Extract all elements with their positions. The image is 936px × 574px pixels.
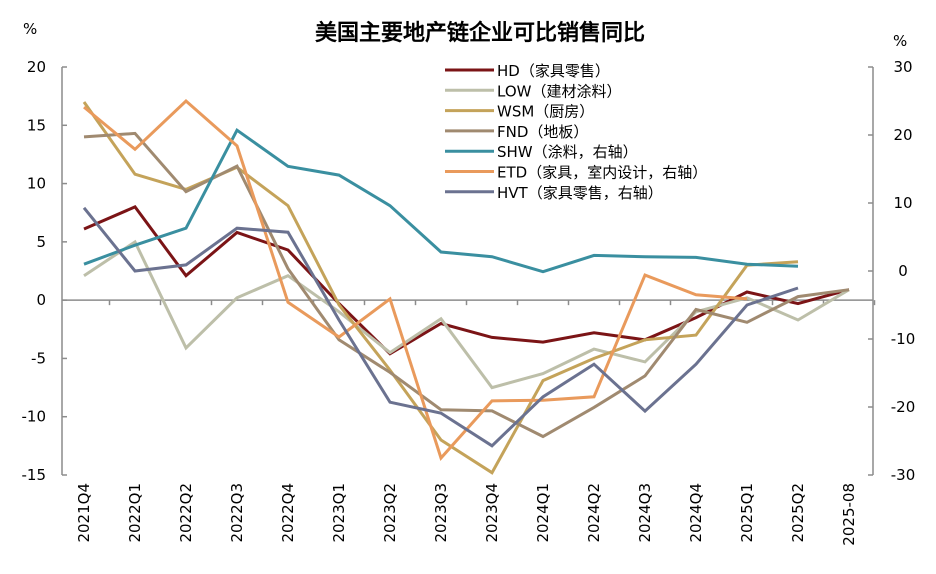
series-line-wsm bbox=[82, 101, 799, 475]
legend-label: LOW（建材涂料） bbox=[497, 82, 621, 100]
left-tick-label: 5 bbox=[36, 233, 46, 251]
x-tick-label: 2022Q2 bbox=[177, 483, 195, 543]
x-tick-label: 2023Q3 bbox=[432, 483, 450, 543]
left-tick-label: 0 bbox=[36, 291, 46, 309]
left-tick-label: 10 bbox=[27, 175, 46, 193]
x-tick-label: 2022Q1 bbox=[126, 483, 144, 543]
x-tick-label: 2024Q4 bbox=[687, 483, 705, 543]
legend-label: FND（地板） bbox=[497, 123, 588, 141]
x-tick-label: 2025Q2 bbox=[789, 483, 807, 543]
x-tick-label: 2022Q3 bbox=[228, 483, 246, 543]
right-tick-label: -30 bbox=[891, 466, 916, 484]
right-tick-label: -20 bbox=[891, 398, 916, 416]
x-tick-label: 2025-08 bbox=[840, 483, 858, 546]
x-tick-label: 2024Q2 bbox=[585, 483, 603, 543]
left-axis-unit: % bbox=[23, 20, 37, 38]
chart-title: 美国主要地产链企业可比销售同比 bbox=[315, 20, 645, 46]
legend-label: HD（家具零售） bbox=[497, 62, 610, 80]
left-tick-label: 20 bbox=[27, 58, 46, 76]
series-line-etd bbox=[83, 98, 748, 461]
x-tick-label: 2024Q1 bbox=[534, 483, 552, 543]
x-tick-label: 2023Q2 bbox=[381, 483, 399, 543]
series-line-shw bbox=[83, 127, 799, 274]
x-tick-label: 2025Q1 bbox=[738, 483, 756, 543]
x-tick-label: 2021Q4 bbox=[75, 483, 93, 543]
x-tick-label: 2022Q4 bbox=[279, 483, 297, 543]
legend-label: ETD（家具，室内设计，右轴） bbox=[497, 164, 707, 182]
right-tick-label: 20 bbox=[893, 126, 912, 144]
x-tick-label: 2023Q4 bbox=[483, 483, 501, 543]
right-tick-label: 30 bbox=[893, 58, 912, 76]
left-tick-label: -10 bbox=[22, 408, 47, 426]
right-tick-label: 0 bbox=[898, 262, 908, 280]
right-axis-unit: % bbox=[893, 32, 907, 50]
legend-label: SHW（涂料，右轴） bbox=[497, 143, 638, 161]
left-tick-label: -15 bbox=[22, 466, 47, 484]
legend-label: WSM（厨房） bbox=[497, 103, 594, 121]
x-tick-label: 2024Q3 bbox=[636, 483, 654, 543]
x-tick-label: 2023Q1 bbox=[330, 483, 348, 543]
series-line-hvt bbox=[82, 206, 799, 448]
legend-label: HVT（家具零售，右轴） bbox=[497, 184, 663, 202]
right-tick-label: 10 bbox=[893, 194, 912, 212]
series-line-low bbox=[83, 239, 850, 390]
right-tick-label: -10 bbox=[891, 330, 916, 348]
left-tick-label: -5 bbox=[31, 349, 46, 367]
left-tick-label: 15 bbox=[27, 116, 46, 134]
